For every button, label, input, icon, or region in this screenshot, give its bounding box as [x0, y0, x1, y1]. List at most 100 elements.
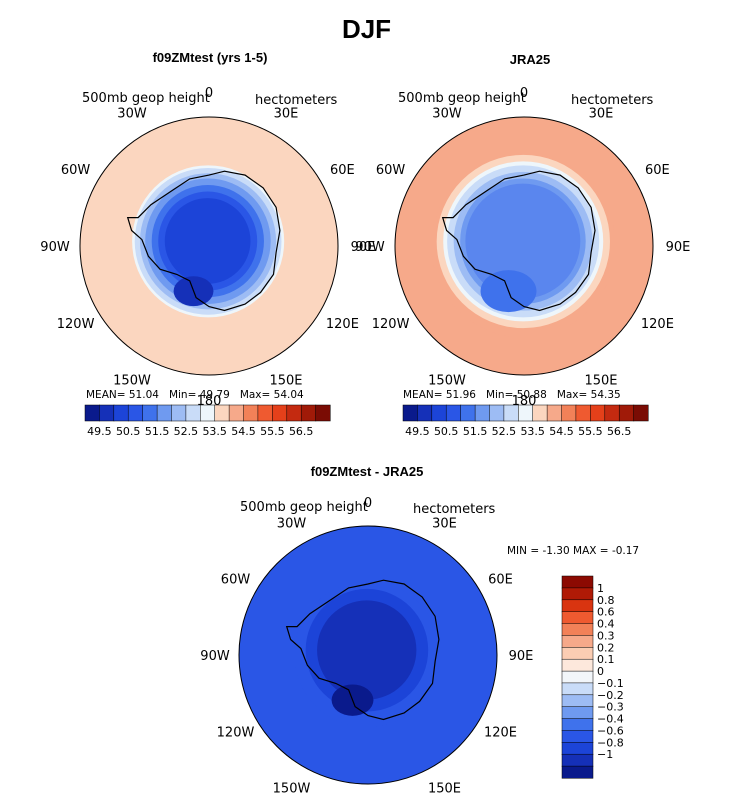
panel2-lon-label-60W: 60W [376, 163, 406, 178]
colorbar2-tick-55.5: 55.5 [578, 425, 603, 438]
panel1-variable: 500mb geop height [82, 91, 210, 106]
panel2-lon-label-30W: 30W [432, 107, 462, 122]
colorbar1-box-9 [214, 404, 230, 422]
colorbar1-tick-55.5: 55.5 [260, 425, 285, 438]
colorbar2-tick-54.5: 54.5 [549, 425, 574, 438]
panel2-min: 50.88 [516, 389, 547, 401]
colorbar3-box-15 [561, 753, 594, 767]
colorbar2-box-4 [460, 404, 476, 422]
panel3-map-border [238, 525, 498, 785]
colorbar1-box-8 [200, 404, 216, 422]
panel3-lon-label-120W: 120W [217, 726, 255, 741]
colorbar2-tick-56.5: 56.5 [607, 425, 632, 438]
panel2-stats: MEAN= 51.96 Min= 50.88 Max= 54.35 [403, 389, 621, 401]
panel1-lon-label-90W: 90W [40, 240, 70, 255]
colorbar2-box-15 [618, 404, 635, 422]
panel1-lon-label-0: 0 [205, 86, 213, 101]
panel3-lon-label-60W: 60W [221, 573, 251, 588]
colorbar1-box-15 [300, 404, 317, 422]
panel1-lon-label-30E: 30E [274, 107, 299, 122]
colorbar3-box-14 [561, 742, 594, 755]
panel2-units: hectometers [571, 93, 654, 108]
colorbar3-box-4 [561, 623, 594, 636]
panel1-lon-label-60W: 60W [61, 163, 91, 178]
panel3-min: -1.30 [542, 545, 570, 557]
panel3-lon-label-30W: 30W [277, 517, 307, 532]
panel1-lon-label-60E: 60E [330, 163, 355, 178]
colorbar3-box-10 [561, 694, 594, 708]
colorbar2-box-9 [532, 404, 548, 422]
colorbar2-box-2 [431, 404, 447, 422]
panel3-units: hectometers [413, 502, 496, 517]
panel2-max: 54.35 [590, 389, 621, 401]
colorbar1-box-0 [84, 404, 100, 422]
colorbar2-box-3 [445, 404, 462, 422]
colorbar1-tick-49.5: 49.5 [87, 425, 112, 438]
colorbar1-box-2 [113, 404, 129, 422]
panel2-coastline [441, 170, 596, 312]
figure-title: DJF [341, 14, 392, 44]
panel1-stats: MEAN= 51.04 Min= 49.79 Max= 54.04 [86, 389, 304, 401]
panel3-lon-label-60E: 60E [488, 573, 513, 588]
panel2-lon-label-0: 0 [520, 86, 528, 101]
panel1-lon-label-120W: 120W [57, 317, 95, 332]
colorbar3-box-7 [561, 658, 594, 672]
panel2-title: JRA25 [509, 52, 551, 67]
panel1-mean-label: MEAN= [86, 389, 126, 401]
colorbar1-tick-51.5: 51.5 [145, 425, 170, 438]
colorbar3-tick-5: 0.2 [597, 641, 615, 654]
colorbar3-box-3 [561, 611, 594, 625]
panel2-lon-label-90W: 90W [355, 240, 385, 255]
colorbar3-box-11 [561, 706, 594, 720]
panel1-lon-label-90E: 90E [351, 240, 376, 255]
panel2-variable: 500mb geop height [398, 91, 526, 106]
panel3-max: -0.17 [611, 545, 640, 557]
panel2-lon-label-150W: 150W [428, 373, 466, 388]
colorbar1-box-3 [127, 404, 144, 422]
panel1-lon-label-120E: 120E [326, 317, 359, 332]
colorbar3-box-0 [561, 575, 594, 589]
panel1-lon-label-30W: 30W [117, 107, 147, 122]
colorbar2-box-14 [604, 404, 620, 422]
colorbar2-tick-51.5: 51.5 [463, 425, 488, 438]
panel1-min-label: Min= [168, 389, 197, 401]
colorbar3-box-12 [561, 718, 594, 732]
colorbar2-box-8 [518, 404, 534, 422]
colorbar1-box-10 [228, 404, 245, 422]
panel2-mean-label: MEAN= [403, 389, 443, 401]
colorbar1-box-5 [156, 404, 173, 422]
colorbar1-box-1 [99, 404, 115, 422]
panel2-mean: 51.96 [445, 389, 476, 401]
panel1-max: 54.04 [273, 389, 304, 401]
colorbar3-tick-3: 0.4 [597, 618, 615, 631]
colorbar1-box-7 [185, 404, 201, 422]
panel2-lon-label-120E: 120E [641, 317, 674, 332]
colorbar2-box-1 [417, 404, 433, 422]
colorbar3-box-8 [561, 670, 594, 684]
colorbar3-box-2 [561, 599, 594, 613]
colorbar3-box-13 [561, 730, 594, 743]
panel3-coastline [285, 579, 440, 721]
contour-band-51.4 [465, 183, 581, 299]
colorbar3-tick-0: 1 [597, 582, 604, 595]
colorbar1-box-6 [171, 404, 187, 422]
panel3-max-label: MAX = [573, 545, 609, 557]
panel2-lon-label-90E: 90E [666, 240, 691, 255]
colorbar3-tick-7: 0 [597, 665, 604, 678]
panel3-lon-label-90E: 90E [509, 649, 534, 664]
colorbar3-tick-9: −0.2 [597, 689, 624, 702]
colorbar1-tick-54.5: 54.5 [231, 425, 256, 438]
panel1-max-label: Max= [239, 389, 271, 401]
panel2-lon-label-150E: 150E [584, 373, 617, 388]
colorbar2-tick-52.5: 52.5 [492, 425, 517, 438]
colorbar3-box-1 [561, 587, 594, 601]
panel3-lon-label-90W: 90W [200, 649, 230, 664]
colorbar3-tick-6: 0.1 [597, 653, 615, 666]
panel2-lon-label-30E: 30E [589, 107, 614, 122]
colorbar2-box-0 [402, 404, 418, 422]
colorbar1-tick-50.5: 50.5 [116, 425, 141, 438]
colorbar3-tick-12: −0.6 [597, 725, 624, 738]
colorbar1-tick-56.5: 56.5 [289, 425, 314, 438]
colorbar2-tick-53.5: 53.5 [520, 425, 545, 438]
